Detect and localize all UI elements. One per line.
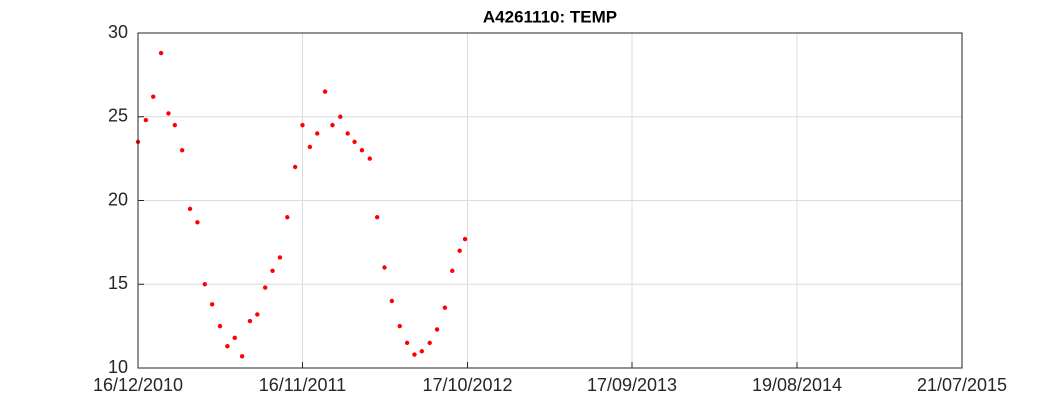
point (419, 349, 425, 354)
point (292, 164, 298, 170)
point (359, 148, 365, 153)
chart-title: A4261110: TEMP (483, 7, 617, 26)
point (217, 323, 223, 329)
y-tick-label: 10 (108, 357, 128, 377)
y-tick-label: 15 (108, 273, 128, 293)
point (277, 255, 283, 260)
x-tick-label: 21/07/2015 (917, 375, 1007, 395)
point (158, 50, 164, 56)
point (374, 215, 380, 220)
point (330, 122, 335, 128)
y-tick-label: 30 (108, 22, 128, 42)
point (247, 318, 253, 324)
point (382, 265, 387, 270)
point (262, 285, 268, 290)
point (166, 111, 171, 116)
point (179, 148, 185, 153)
point (209, 302, 215, 307)
point (397, 323, 402, 329)
point (232, 335, 237, 341)
x-tick-label: 16/11/2011 (259, 375, 346, 395)
point (239, 354, 245, 359)
point (427, 340, 432, 346)
point (367, 156, 372, 161)
point (300, 122, 305, 128)
x-tick-label: 19/08/2014 (752, 375, 842, 395)
point (457, 248, 462, 253)
y-tick-label: 20 (108, 189, 128, 209)
point (151, 94, 156, 99)
point (412, 352, 417, 357)
point (322, 89, 328, 94)
point (143, 117, 149, 123)
point (255, 312, 260, 317)
point (338, 114, 343, 119)
point (172, 122, 178, 128)
y-tick-label: 25 (108, 106, 128, 126)
point (307, 144, 313, 150)
point (202, 282, 207, 287)
point (450, 268, 455, 274)
x-tick-label: 17/10/2012 (422, 375, 512, 395)
point (389, 298, 395, 304)
point (225, 344, 230, 349)
point (270, 268, 275, 274)
point (285, 215, 290, 220)
point (404, 340, 410, 346)
x-tick-label: 17/09/2013 (587, 375, 677, 395)
x-tick-label: 16/12/2010 (93, 375, 183, 395)
point (195, 220, 200, 225)
point (442, 305, 448, 310)
point (345, 131, 350, 136)
point (187, 206, 193, 212)
point (462, 236, 468, 242)
point (315, 131, 320, 136)
point (352, 139, 357, 145)
point (434, 327, 440, 332)
